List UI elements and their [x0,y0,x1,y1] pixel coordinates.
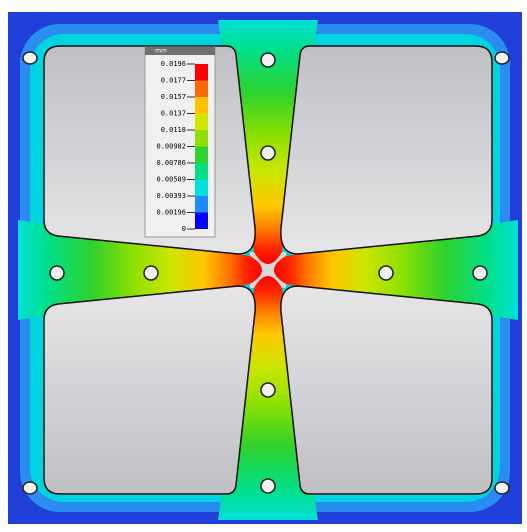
hole [378,265,394,281]
color-swatch [195,130,208,147]
color-swatch [195,97,208,114]
legend-title: mm [155,48,167,55]
color-swatch [195,113,208,130]
legend-label: 0.00196 [156,209,186,217]
hole [472,265,488,281]
legend: mm 0.0196 0.0177 0.0157 0.0137 0.0118 0.00982… [144,46,216,238]
window [43,285,256,495]
hole [22,51,38,65]
legend-label: 0.0177 [161,77,186,85]
colorbar [195,64,208,229]
hole [260,382,276,398]
legend-label: 0.0137 [161,110,186,118]
color-swatch [195,179,208,196]
color-swatch [195,64,208,81]
hole [22,481,38,495]
hole [494,481,510,495]
legend-titlebar [145,47,215,55]
hole [494,51,510,65]
legend-label: 0.00982 [156,143,186,151]
color-swatch [195,80,208,97]
legend-label: 0.00786 [156,159,186,167]
hole [260,145,276,161]
legend-label: 0.0196 [161,60,186,68]
legend-labels: 0.0196 0.0177 0.0157 0.0137 0.0118 0.00982 0.0… [156,60,195,233]
window [280,285,493,495]
legend-label: 0.0118 [161,126,186,134]
color-swatch [195,146,208,163]
hole [260,52,276,68]
window [280,45,493,255]
legend-label: 0.00393 [156,192,186,200]
legend-label: 0 [182,225,186,233]
legend-label: 0.0157 [161,93,186,101]
hole [49,265,65,281]
color-swatch [195,212,208,229]
hole [143,265,159,281]
color-swatch [195,196,208,213]
color-swatch [195,163,208,180]
legend-label: 0.00589 [156,176,186,184]
hole [260,478,276,494]
